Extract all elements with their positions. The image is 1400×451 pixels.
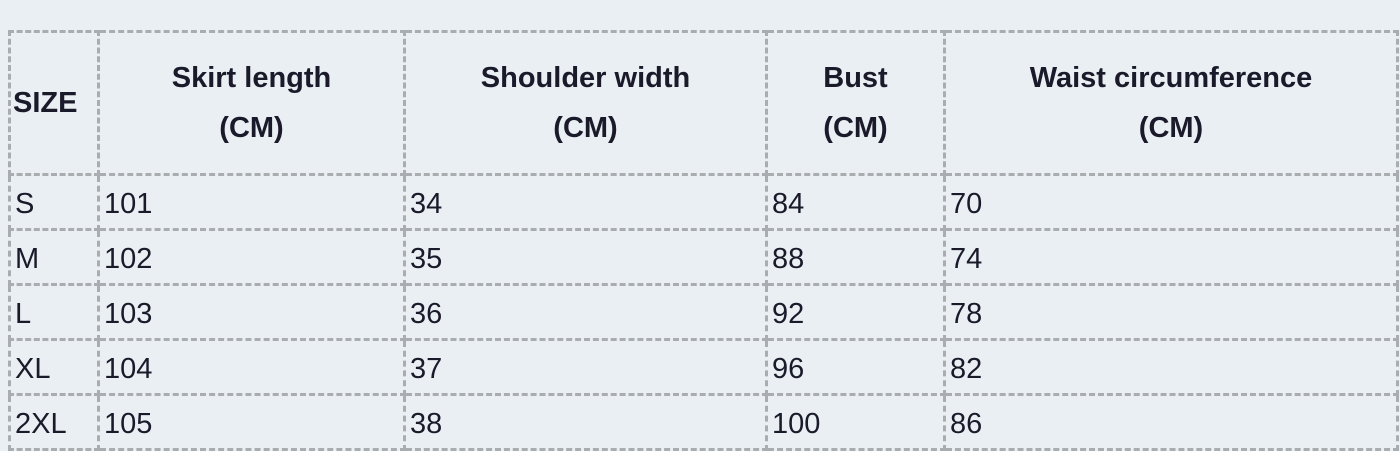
cell-size: M: [8, 228, 100, 286]
header-bust: Bust (CM): [765, 30, 946, 176]
table-row: 2XL 105 38 100 86: [8, 393, 1399, 451]
cell-bust: 100: [765, 393, 946, 451]
table-row: L 103 36 92 78: [8, 283, 1399, 341]
header-label: Bust: [823, 62, 888, 94]
size-chart-table: SIZE Skirt length (CM) Shoulder width (CM)…: [8, 30, 1399, 451]
cell-bust: 96: [765, 338, 946, 396]
cell-bust: 92: [765, 283, 946, 341]
cell-waist: 82: [943, 338, 1399, 396]
header-unit: (CM): [219, 112, 284, 144]
cell-shoulder-width: 37: [403, 338, 768, 396]
header-waist: Waist circumference (CM): [943, 30, 1399, 176]
cell-waist: 78: [943, 283, 1399, 341]
cell-waist: 86: [943, 393, 1399, 451]
cell-waist: 70: [943, 173, 1399, 231]
cell-shoulder-width: 35: [403, 228, 768, 286]
header-unit: (CM): [553, 112, 618, 144]
cell-skirt-length: 102: [97, 228, 406, 286]
header-size: SIZE: [8, 30, 100, 176]
header-unit: (CM): [823, 112, 888, 144]
cell-skirt-length: 105: [97, 393, 406, 451]
cell-skirt-length: 101: [97, 173, 406, 231]
header-label: Waist circumference: [1029, 62, 1313, 94]
cell-waist: 74: [943, 228, 1399, 286]
table-row: M 102 35 88 74: [8, 228, 1399, 286]
header-label: Shoulder width: [480, 62, 691, 94]
table-row: XL 104 37 96 82: [8, 338, 1399, 396]
header-row: SIZE Skirt length (CM) Shoulder width (CM)…: [8, 30, 1399, 176]
cell-size: S: [8, 173, 100, 231]
cell-bust: 84: [765, 173, 946, 231]
cell-size: 2XL: [8, 393, 100, 451]
cell-skirt-length: 104: [97, 338, 406, 396]
header-skirt-length: Skirt length (CM): [97, 30, 406, 176]
cell-shoulder-width: 34: [403, 173, 768, 231]
table-row: S 101 34 84 70: [8, 173, 1399, 231]
cell-shoulder-width: 36: [403, 283, 768, 341]
cell-bust: 88: [765, 228, 946, 286]
cell-size: XL: [8, 338, 100, 396]
header-unit: (CM): [1138, 112, 1204, 144]
header-label: Skirt length: [171, 62, 332, 94]
cell-skirt-length: 103: [97, 283, 406, 341]
cell-size: L: [8, 283, 100, 341]
header-shoulder-width: Shoulder width (CM): [403, 30, 768, 176]
cell-shoulder-width: 38: [403, 393, 768, 451]
